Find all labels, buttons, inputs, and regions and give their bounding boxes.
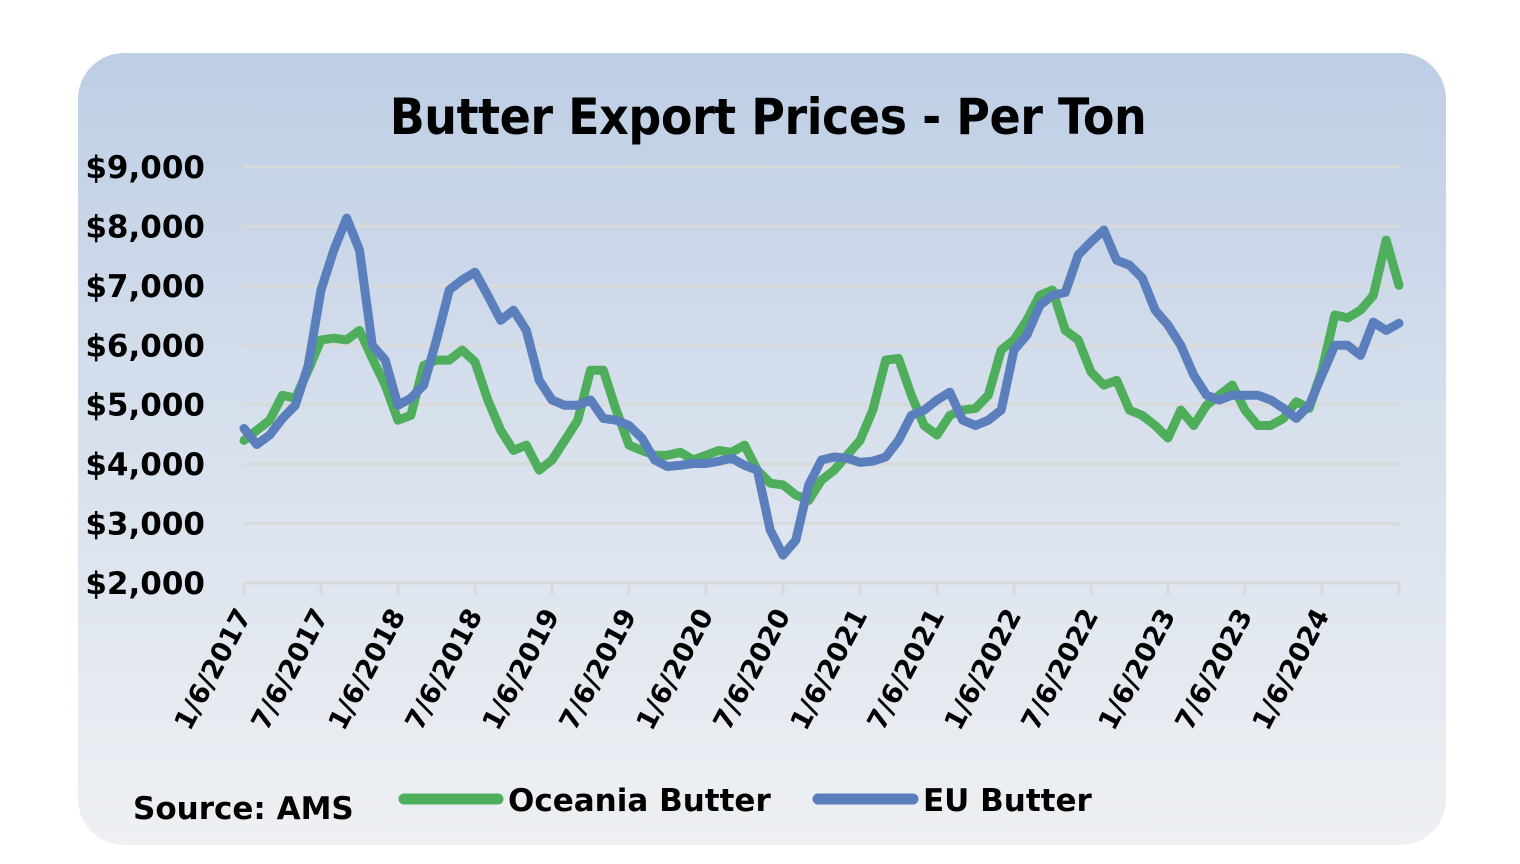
x-tick-label: 1/6/2020: [631, 604, 721, 736]
legend-label-eu-butter: EU Butter: [923, 783, 1093, 819]
x-tick-label: 7/6/2017: [246, 604, 336, 736]
series-line-eu-butter: [239, 213, 1404, 560]
y-tick-label: $5,000: [85, 388, 205, 424]
x-tick-label: 7/6/2018: [400, 604, 490, 736]
x-tick-label: 1/6/2021: [785, 604, 875, 736]
legend: Source: AMS Oceania Butter EU Butter: [133, 783, 1093, 827]
y-tick-label: $3,000: [85, 507, 205, 543]
x-tick-label: 1/6/2023: [1093, 604, 1183, 736]
y-tick-label: $2,000: [85, 566, 205, 602]
x-tick-label: 7/6/2023: [1170, 604, 1260, 736]
x-tick-label: 7/6/2020: [708, 604, 798, 736]
y-tick-label: $4,000: [85, 447, 205, 483]
chart-card: [78, 53, 1446, 845]
x-axis-tick-labels: 1/6/20177/6/20171/6/20187/6/20181/6/2019…: [169, 604, 1337, 736]
y-tick-label: $7,000: [85, 269, 205, 305]
x-tick-label: 7/6/2021: [862, 604, 952, 736]
x-tick-label: 1/6/2022: [939, 604, 1029, 736]
y-axis-ticks: $2,000 $3,000 $4,000 $5,000 $6,000 $7,000 $8,0…: [85, 150, 205, 602]
series-line-oceania-butter: [239, 235, 1404, 505]
x-tick-label: 1/6/2018: [323, 604, 413, 736]
x-axis: [242, 581, 1401, 595]
y-tick-label: $8,000: [85, 209, 205, 245]
y-tick-label: $6,000: [85, 328, 205, 364]
x-tick-label: 7/6/2022: [1016, 604, 1106, 736]
x-tick-label: 7/6/2019: [554, 604, 644, 736]
gridlines: [244, 165, 1399, 526]
x-tick-label: 1/6/2017: [169, 604, 259, 736]
chart-title: Butter Export Prices - Per Ton: [389, 88, 1147, 146]
y-tick-label: $9,000: [85, 150, 205, 186]
x-tick-label: 1/6/2019: [477, 604, 567, 736]
x-tick-label: 1/6/2024: [1247, 604, 1337, 736]
series-lines: [239, 213, 1404, 560]
source-label: Source: AMS: [133, 791, 354, 827]
legend-label-oceania-butter: Oceania Butter: [508, 783, 771, 819]
